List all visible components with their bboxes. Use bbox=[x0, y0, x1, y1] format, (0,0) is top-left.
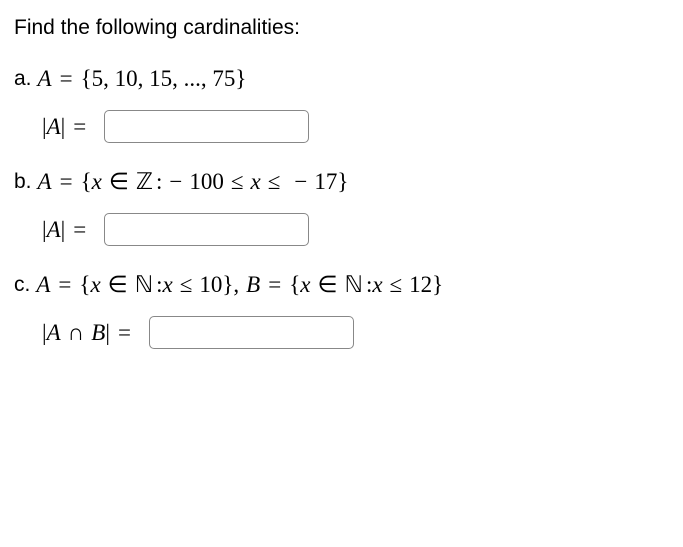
part-a-cardinality-label: | A | = bbox=[42, 114, 94, 140]
set-A-symbol: A bbox=[38, 66, 52, 92]
intersection-symbol: ∩ bbox=[68, 320, 85, 346]
set-B-symbol: B bbox=[246, 272, 260, 298]
question-prompt: Find the following cardinalities: bbox=[14, 16, 669, 40]
integers-symbol: ℤ bbox=[136, 169, 153, 195]
brace-open: { bbox=[79, 272, 90, 298]
var-x: x bbox=[251, 169, 261, 195]
part-b-math: A = { x ∈ ℤ : − 100 ≤ x ≤ − 17 } bbox=[38, 169, 349, 195]
pipe-close: | bbox=[61, 217, 66, 243]
part-c-math: A = { x ∈ ℕ : x ≤ 10 } , B = { x ∈ ℕ bbox=[36, 272, 443, 298]
var-x: x bbox=[300, 272, 310, 298]
equals-sign: = bbox=[268, 272, 281, 298]
part-c: c. A = { x ∈ ℕ : x ≤ 10 } , B = { x ∈ bbox=[14, 272, 669, 349]
minus-sign: − bbox=[294, 169, 307, 195]
brace-close: } bbox=[222, 272, 233, 298]
set-A-symbol: A bbox=[47, 320, 61, 346]
set-A-symbol: A bbox=[47, 217, 61, 243]
part-b-answer-input[interactable] bbox=[104, 213, 309, 246]
colon: : bbox=[156, 169, 162, 195]
number-10: 10 bbox=[199, 272, 222, 298]
equals-sign: = bbox=[58, 272, 71, 298]
brace-close: } bbox=[235, 66, 246, 92]
equals-sign: = bbox=[60, 66, 73, 92]
var-x: x bbox=[92, 169, 102, 195]
var-x: x bbox=[372, 272, 382, 298]
brace-close: } bbox=[337, 169, 348, 195]
part-c-label: c. bbox=[14, 273, 30, 297]
leq-sign: ≤ bbox=[180, 272, 193, 298]
leq-sign: ≤ bbox=[390, 272, 403, 298]
number-12: 12 bbox=[409, 272, 432, 298]
naturals-symbol: ℕ bbox=[135, 272, 153, 298]
var-x: x bbox=[90, 272, 100, 298]
part-a-math: A = { 5, 10, 15, ..., 75 } bbox=[38, 66, 247, 92]
element-of: ∈ bbox=[109, 169, 129, 195]
set-A-symbol: A bbox=[38, 169, 52, 195]
part-a: a. A = { 5, 10, 15, ..., 75 } | A | = bbox=[14, 66, 669, 143]
set-B-symbol: B bbox=[91, 320, 105, 346]
comma: , bbox=[233, 272, 239, 298]
part-a-set-definition: a. A = { 5, 10, 15, ..., 75 } bbox=[14, 66, 669, 92]
part-c-cardinality-label: | A ∩ B | = bbox=[42, 320, 139, 346]
part-a-label: a. bbox=[14, 67, 32, 91]
element-of: ∈ bbox=[108, 272, 128, 298]
pipe-close: | bbox=[105, 320, 110, 346]
naturals-symbol: ℕ bbox=[345, 272, 363, 298]
brace-close: } bbox=[432, 272, 443, 298]
part-b: b. A = { x ∈ ℤ : − 100 ≤ x ≤ − 17 bbox=[14, 169, 669, 246]
leq-sign: ≤ bbox=[231, 169, 244, 195]
brace-open: { bbox=[81, 169, 92, 195]
set-A-symbol: A bbox=[47, 114, 61, 140]
brace-open: { bbox=[81, 66, 92, 92]
part-c-answer-input[interactable] bbox=[149, 316, 354, 349]
equals-sign: = bbox=[118, 320, 131, 346]
var-x: x bbox=[163, 272, 173, 298]
leq-sign: ≤ bbox=[268, 169, 281, 195]
part-b-set-definition: b. A = { x ∈ ℤ : − 100 ≤ x ≤ − 17 bbox=[14, 169, 669, 195]
part-b-label: b. bbox=[14, 170, 32, 194]
number-17: 17 bbox=[314, 169, 337, 195]
equals-sign: = bbox=[73, 217, 86, 243]
part-c-set-definition: c. A = { x ∈ ℕ : x ≤ 10 } , B = { x ∈ bbox=[14, 272, 669, 298]
brace-open: { bbox=[289, 272, 300, 298]
number-100: 100 bbox=[189, 169, 224, 195]
part-b-answer-row: | A | = bbox=[14, 213, 669, 246]
equals-sign: = bbox=[73, 114, 86, 140]
set-A-symbol: A bbox=[36, 272, 50, 298]
part-c-answer-row: | A ∩ B | = bbox=[14, 316, 669, 349]
part-b-cardinality-label: | A | = bbox=[42, 217, 94, 243]
part-a-answer-row: | A | = bbox=[14, 110, 669, 143]
pipe-close: | bbox=[61, 114, 66, 140]
minus-sign: − bbox=[169, 169, 182, 195]
equals-sign: = bbox=[60, 169, 73, 195]
part-a-answer-input[interactable] bbox=[104, 110, 309, 143]
set-elements: 5, 10, 15, ..., 75 bbox=[92, 66, 236, 92]
element-of: ∈ bbox=[317, 272, 337, 298]
